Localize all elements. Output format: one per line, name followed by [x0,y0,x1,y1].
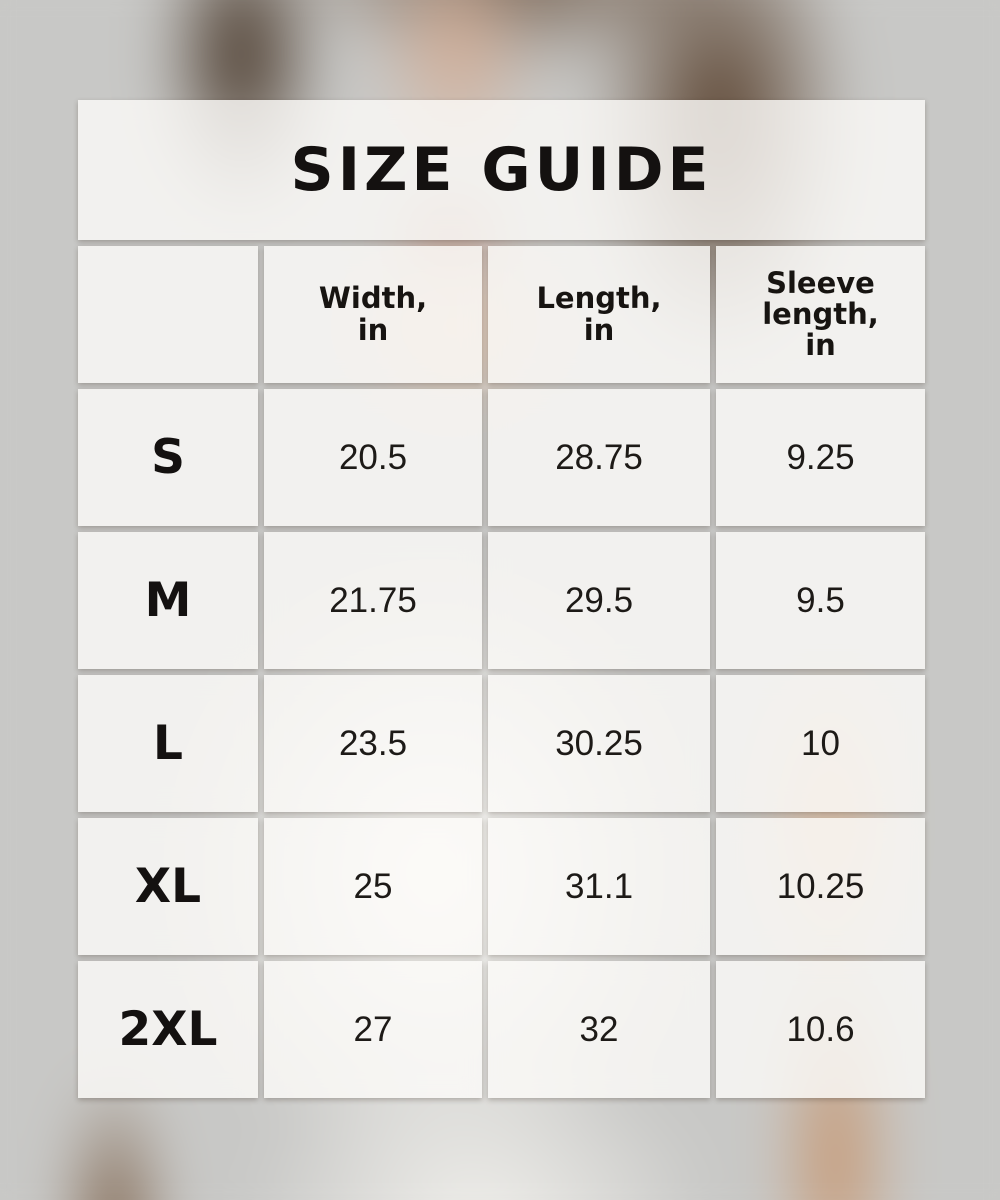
sleeve-value: 9.5 [716,532,925,669]
width-value: 20.5 [264,389,482,526]
header-sleeve-length: Sleeve length, in [716,246,925,383]
header-size-empty [78,246,258,383]
size-label: L [78,675,258,812]
width-value: 21.75 [264,532,482,669]
size-guide-table: SIZE GUIDE Width, in Length, in Sleeve l… [78,100,925,1098]
sleeve-value: 10 [716,675,925,812]
size-label: M [78,532,258,669]
width-value: 27 [264,961,482,1098]
width-value: 23.5 [264,675,482,812]
length-value: 31.1 [488,818,710,955]
sleeve-value: 10.6 [716,961,925,1098]
length-value: 29.5 [488,532,710,669]
length-value: 30.25 [488,675,710,812]
width-value: 25 [264,818,482,955]
size-label: 2XL [78,961,258,1098]
header-length: Length, in [488,246,710,383]
length-value: 28.75 [488,389,710,526]
size-guide-title: SIZE GUIDE [78,100,925,240]
size-label: XL [78,818,258,955]
sleeve-value: 9.25 [716,389,925,526]
sleeve-value: 10.25 [716,818,925,955]
header-width: Width, in [264,246,482,383]
size-label: S [78,389,258,526]
length-value: 32 [488,961,710,1098]
